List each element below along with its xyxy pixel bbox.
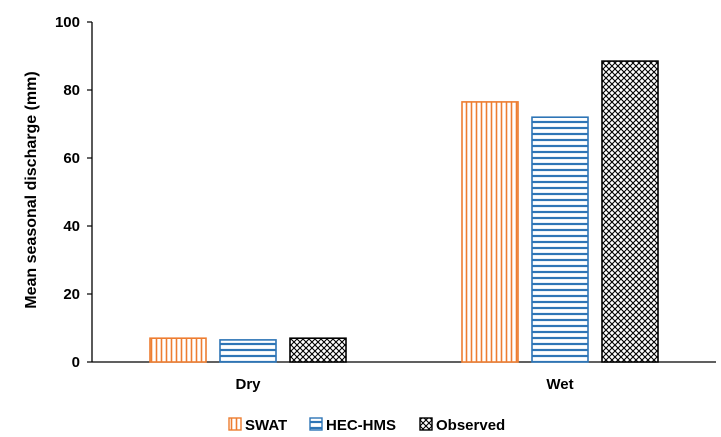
y-tick-label: 40	[63, 218, 80, 235]
legend-swatch-hec-hms	[309, 417, 323, 431]
y-tick-label: 100	[55, 14, 80, 31]
bar-swat-dry	[149, 337, 207, 363]
bars	[149, 60, 659, 363]
bar-swat-wet	[461, 101, 519, 363]
y-tick-label: 0	[72, 354, 80, 371]
bar-observed-wet	[601, 60, 659, 363]
y-tick-label: 80	[63, 82, 80, 99]
bar-hec-hms-dry	[219, 339, 277, 363]
bar-observed-dry	[289, 337, 347, 363]
x-category-label: Wet	[546, 376, 573, 393]
category-labels: Dry Wet	[235, 376, 573, 393]
legend-label-hec-hms: HEC-HMS	[326, 417, 396, 434]
legend: SWAT HEC-HMS Observed	[228, 417, 505, 434]
legend-swatch-swat	[228, 417, 242, 431]
x-category-label: Dry	[235, 376, 261, 393]
y-tick-label: 60	[63, 150, 80, 167]
legend-label-observed: Observed	[436, 417, 505, 434]
y-axis-title: Mean seasonal discharge (mm)	[23, 71, 40, 308]
bar-hec-hms-wet	[531, 116, 589, 363]
y-axis-ticks: 0 20 40 60 80 100	[55, 14, 92, 371]
legend-label-swat: SWAT	[245, 417, 287, 434]
legend-swatch-observed	[419, 417, 433, 431]
y-tick-label: 20	[63, 286, 80, 303]
